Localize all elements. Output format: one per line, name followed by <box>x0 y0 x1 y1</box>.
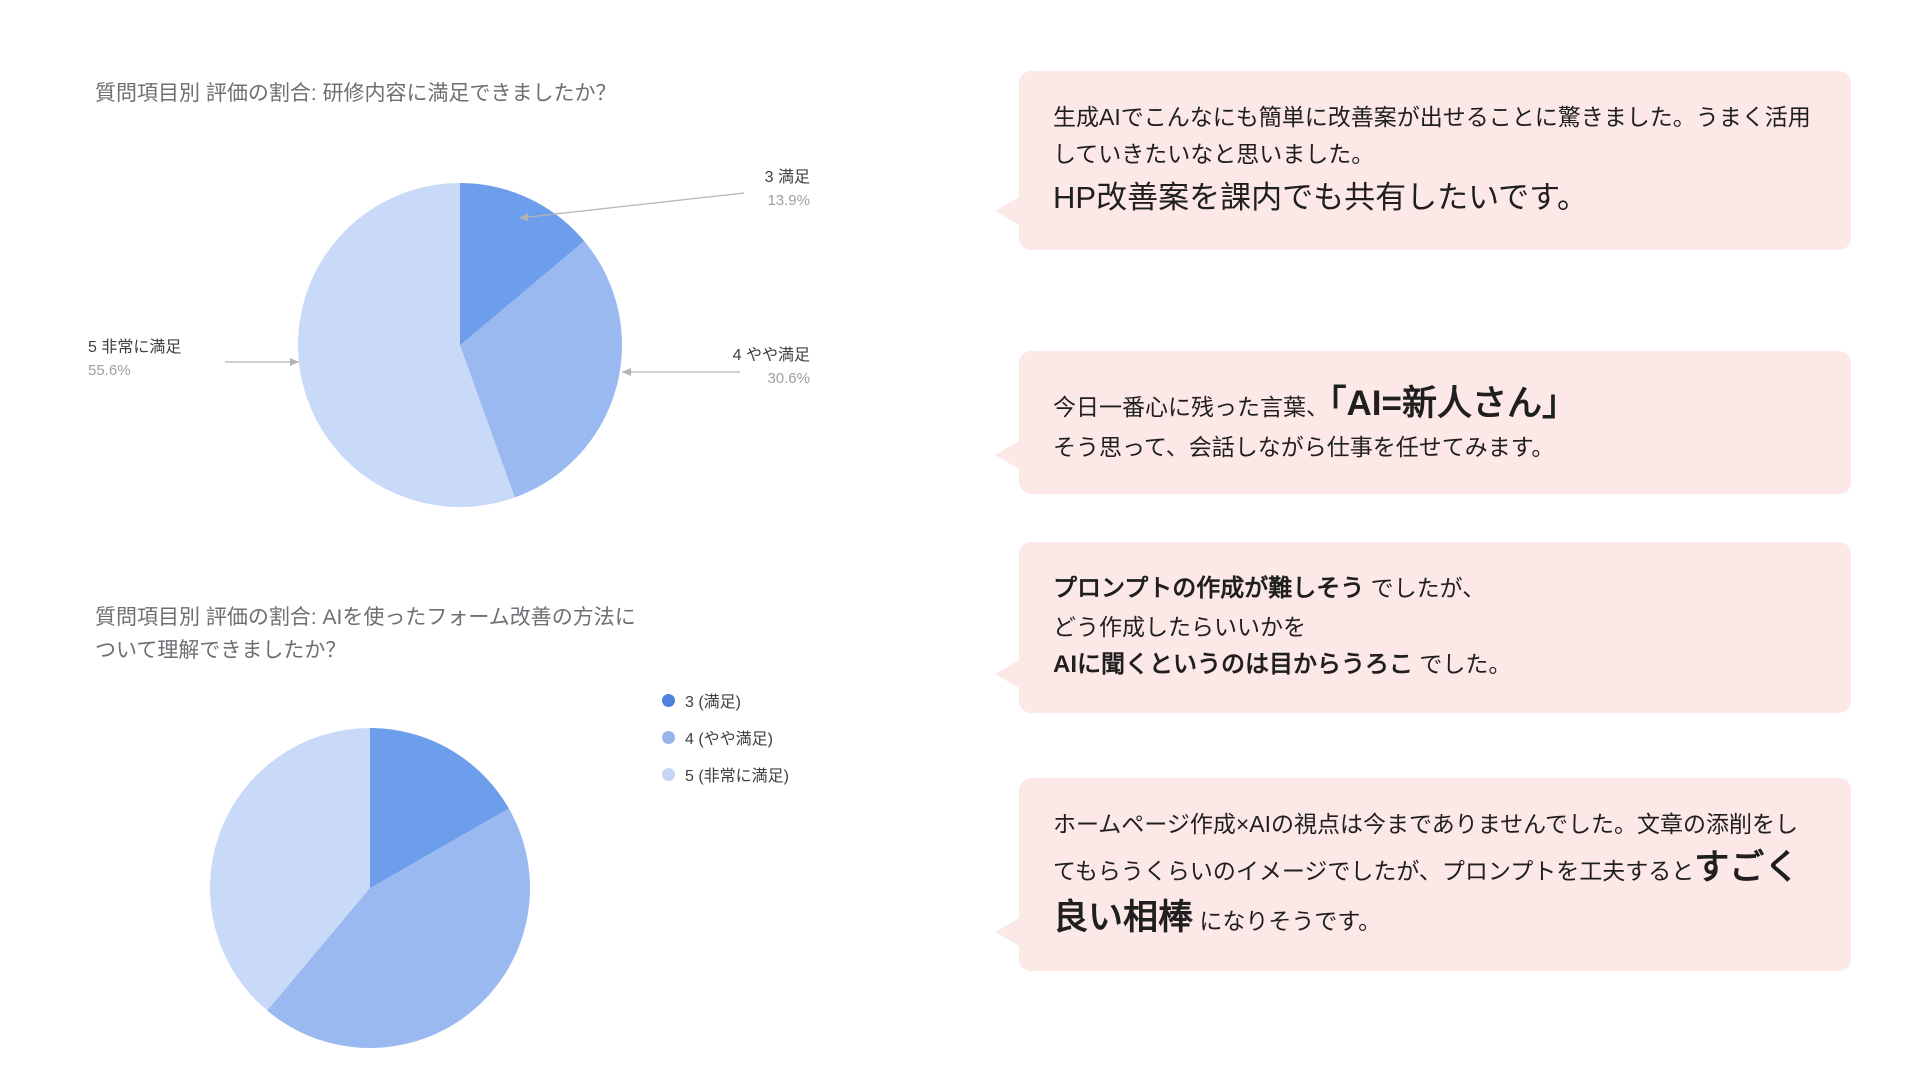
legend-label: 4 (やや満足) <box>685 731 774 748</box>
bubble-tail <box>995 916 1021 947</box>
slice-label: 4 やや満足 <box>732 347 810 364</box>
legend-item: 3 (満足) <box>662 688 789 712</box>
legend-dot-icon <box>662 693 675 707</box>
bubble-line: 生成AIでこんなにも簡単に改善案が出せることに驚きました。うまく活用していきたい… <box>1053 99 1817 174</box>
bubble-text-segment: 今日一番心に残った言葉、 <box>1053 394 1329 420</box>
bubble-line: 今日一番心に残った言葉、「AI=新人さん」 <box>1053 379 1817 429</box>
bubble-line: そう思って、会話しながら仕事を任せてみます。 <box>1053 429 1817 466</box>
slice-percentage: 13.9% <box>767 191 810 209</box>
testimonial-bubble: 今日一番心に残った言葉、「AI=新人さん」そう思って、会話しながら仕事を任せてみ… <box>995 351 1851 494</box>
bubble-text-segment: HP改善案を課内でも共有したいです。 <box>1053 179 1589 215</box>
bubble-text-segment: 生成AIでこんなにも簡単に改善案が出せることに驚きました。うまく活用していきたい… <box>1053 104 1811 168</box>
legend-dot-icon <box>662 767 675 781</box>
bubble-text-segment: でしたが、 <box>1364 575 1486 601</box>
bubble-text-segment: どう作成したらいいかを <box>1053 613 1306 640</box>
slice-label: 5 非常に満足 <box>88 339 182 356</box>
bubble-text-segment: 「AI=新人さん」 <box>1329 384 1577 423</box>
bubble-line: ホームページ作成×AIの視点は今までありませんでした。文章の添削をしてもらうくら… <box>1053 806 1817 943</box>
bubble-text-segment: でした。 <box>1413 651 1512 678</box>
chart1-pie <box>298 183 622 507</box>
bubble-content: 今日一番心に残った言葉、「AI=新人さん」そう思って、会話しながら仕事を任せてみ… <box>1053 379 1817 466</box>
chart2-pie <box>210 728 530 1048</box>
bubble-text-segment: プロンプトの作成が難しそう <box>1053 575 1365 602</box>
bubble-text-segment: すごく良い相棒 <box>1053 848 1800 937</box>
bubble-content: 生成AIでこんなにも簡単に改善案が出せることに驚きました。うまく活用していきたい… <box>1053 99 1817 222</box>
bubble-tail <box>995 659 1021 689</box>
bubble-text-segment: になりそうです。 <box>1193 907 1382 934</box>
chart1-label-5: 5 非常に満足 55.6% <box>88 338 258 380</box>
chart2-title: 質問項目別 評価の割合: AIを使ったフォーム改善の方法について理解できましたか… <box>95 606 636 662</box>
chart1-label-3: 3 満足 13.9% <box>640 168 810 210</box>
legend-item: 4 (やや満足) <box>662 725 789 749</box>
bubble-text-segment: ホームページ作成×AIの視点は今までありませんでした。文章の添削をしてもらうくら… <box>1053 811 1798 885</box>
bubble-line: AIに聞くというのは目からうろこ でした。 <box>1053 646 1817 685</box>
bubble-tail <box>995 195 1021 226</box>
chart1-title: 質問項目別 評価の割合: 研修内容に満足できましたか？ <box>95 82 617 105</box>
bubble-line: プロンプトの作成が難しそう でしたが、 <box>1053 570 1817 609</box>
bubble-content: ホームページ作成×AIの視点は今までありませんでした。文章の添削をしてもらうくら… <box>1053 806 1817 943</box>
chart2-legend: 3 (満足) 4 (やや満足) 5 (非常に満足) <box>662 688 789 786</box>
bubble-text-segment: AIに聞くというのは目からうろこ <box>1053 651 1413 679</box>
slice-label: 3 満足 <box>764 169 810 186</box>
bubble-line: HP改善案を課内でも共有したいです。 <box>1053 174 1817 222</box>
slice-percentage: 30.6% <box>767 369 810 387</box>
legend-dot-icon <box>662 730 675 744</box>
chart1-label-4: 4 やや満足 30.6% <box>640 346 810 388</box>
bubble-text-segment: そう思って、会話しながら仕事を任せてみます。 <box>1053 433 1555 460</box>
legend-item: 5 (非常に満足) <box>662 762 789 786</box>
legend-label: 5 (非常に満足) <box>685 768 790 785</box>
testimonial-bubble: 生成AIでこんなにも簡単に改善案が出せることに驚きました。うまく活用していきたい… <box>995 71 1851 250</box>
bubble-tail <box>995 439 1021 470</box>
testimonial-bubble: ホームページ作成×AIの視点は今までありませんでした。文章の添削をしてもらうくら… <box>995 778 1851 971</box>
legend-label: 3 (満足) <box>685 694 742 711</box>
bubble-content: プロンプトの作成が難しそう でしたが、どう作成したらいいかを AIに聞くというのは… <box>1053 570 1817 685</box>
bubble-line: どう作成したらいいかを <box>1053 609 1817 646</box>
slice-percentage: 55.6% <box>88 361 131 379</box>
testimonial-bubble: プロンプトの作成が難しそう でしたが、どう作成したらいいかを AIに聞くというのは… <box>995 542 1851 713</box>
